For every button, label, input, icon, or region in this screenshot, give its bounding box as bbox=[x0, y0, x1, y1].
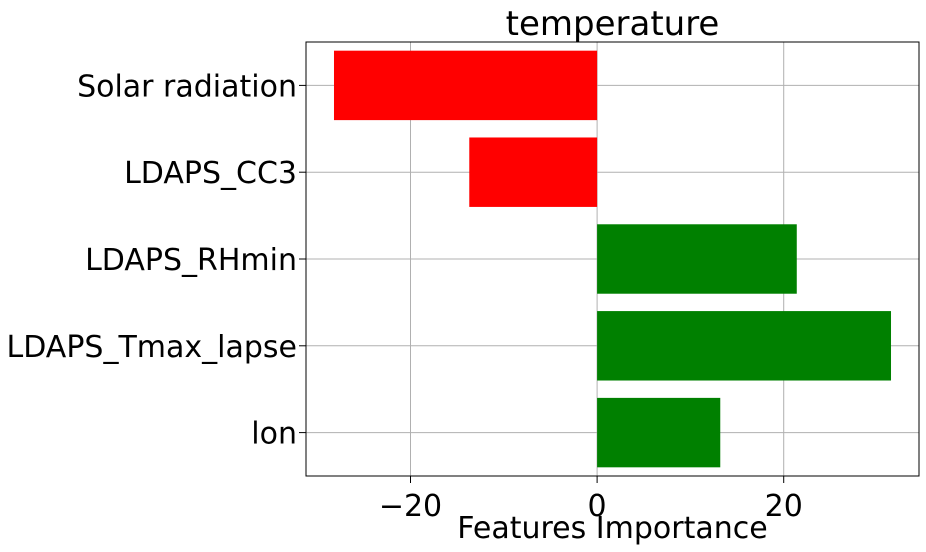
x-tick-label: 20 bbox=[765, 489, 803, 524]
y-tick-label: LDAPS_RHmin bbox=[85, 243, 297, 278]
bars bbox=[333, 50, 892, 468]
bar-ldaps-cc3 bbox=[469, 137, 598, 207]
y-tick-label: LDAPS_Tmax_lapse bbox=[7, 330, 297, 365]
y-axis: Solar radiation LDAPS_CC3 LDAPS_RHmin LDAPS… bbox=[7, 69, 306, 452]
bar-solar-radiation bbox=[333, 50, 598, 121]
y-tick-label: lon bbox=[251, 417, 297, 452]
x-axis-label: Features Importance bbox=[457, 511, 767, 546]
x-axis: −20 0 20 bbox=[379, 476, 803, 524]
x-tick-label: −20 bbox=[379, 489, 442, 524]
bar-lon bbox=[597, 397, 721, 468]
y-tick-label: Solar radiation bbox=[77, 69, 297, 104]
chart-title: temperature bbox=[506, 4, 720, 44]
bar-ldaps-tmax-lapse bbox=[597, 311, 892, 381]
bar-ldaps-rhmin bbox=[597, 224, 797, 294]
x-tick-label: 0 bbox=[588, 489, 607, 524]
y-tick-label: LDAPS_CC3 bbox=[124, 156, 297, 191]
